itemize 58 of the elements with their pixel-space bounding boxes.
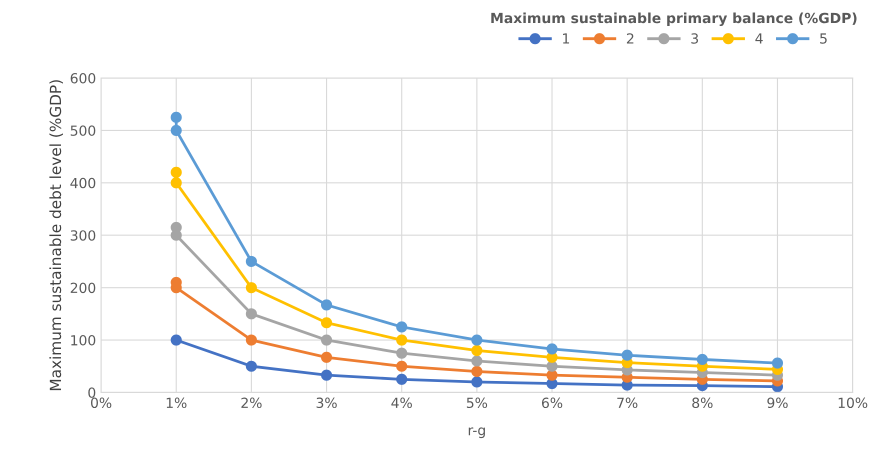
point xyxy=(170,124,182,136)
point xyxy=(546,360,558,372)
x-tick-label: 4% xyxy=(391,398,412,408)
x-tick-label: 0% xyxy=(90,398,112,408)
point xyxy=(170,166,182,178)
x-tick-label: 8% xyxy=(692,398,713,408)
y-tick-label: 200 xyxy=(70,282,96,294)
x-tick-label: 7% xyxy=(617,398,638,408)
point xyxy=(396,348,408,359)
point xyxy=(471,355,482,367)
point xyxy=(396,334,408,346)
legend-label: 4 xyxy=(755,33,763,44)
point xyxy=(696,354,708,365)
point xyxy=(622,350,633,361)
point xyxy=(396,360,408,372)
legend-label: 2 xyxy=(626,33,634,44)
point xyxy=(170,230,182,241)
x-tick-label: 9% xyxy=(767,398,788,408)
point xyxy=(471,344,482,356)
x-tick-label: 5% xyxy=(466,398,488,408)
y-tick-label: 400 xyxy=(70,178,96,188)
point xyxy=(546,370,558,381)
y-axis-title: Maximum sustainable debt level (%GDP) xyxy=(49,80,63,390)
legend-title: Maximum sustainable primary balance (%GDP) xyxy=(491,12,857,26)
point xyxy=(396,374,408,385)
x-tick-label: 10% xyxy=(838,398,868,408)
legend-label: 3 xyxy=(691,33,698,44)
point xyxy=(170,112,182,123)
y-tick-label: 300 xyxy=(70,230,96,241)
point xyxy=(471,376,482,388)
y-tick-label: 0 xyxy=(88,387,96,398)
x-tick-label: 3% xyxy=(316,398,337,408)
point xyxy=(246,334,257,346)
x-axis-title: r-g xyxy=(468,427,485,438)
point xyxy=(170,334,182,346)
x-tick-label: 6% xyxy=(542,398,562,408)
y-tick-label: 100 xyxy=(71,335,96,346)
legend-label: 1 xyxy=(563,33,570,44)
point xyxy=(471,334,482,346)
point xyxy=(320,299,332,310)
legend-label: 5 xyxy=(820,33,827,44)
point xyxy=(396,321,408,332)
point xyxy=(246,360,257,372)
point xyxy=(320,370,332,381)
point xyxy=(320,334,332,346)
point xyxy=(246,308,257,320)
point xyxy=(170,177,182,188)
point xyxy=(546,343,558,355)
point xyxy=(320,317,332,328)
point xyxy=(320,352,332,363)
x-tick-label: 1% xyxy=(166,398,186,408)
x-tick-label: 2% xyxy=(241,398,262,408)
point xyxy=(246,282,257,294)
point xyxy=(471,366,482,378)
point xyxy=(772,358,784,369)
y-tick-label: 500 xyxy=(70,125,96,136)
y-tick-label: 600 xyxy=(70,73,96,84)
point xyxy=(246,256,257,267)
